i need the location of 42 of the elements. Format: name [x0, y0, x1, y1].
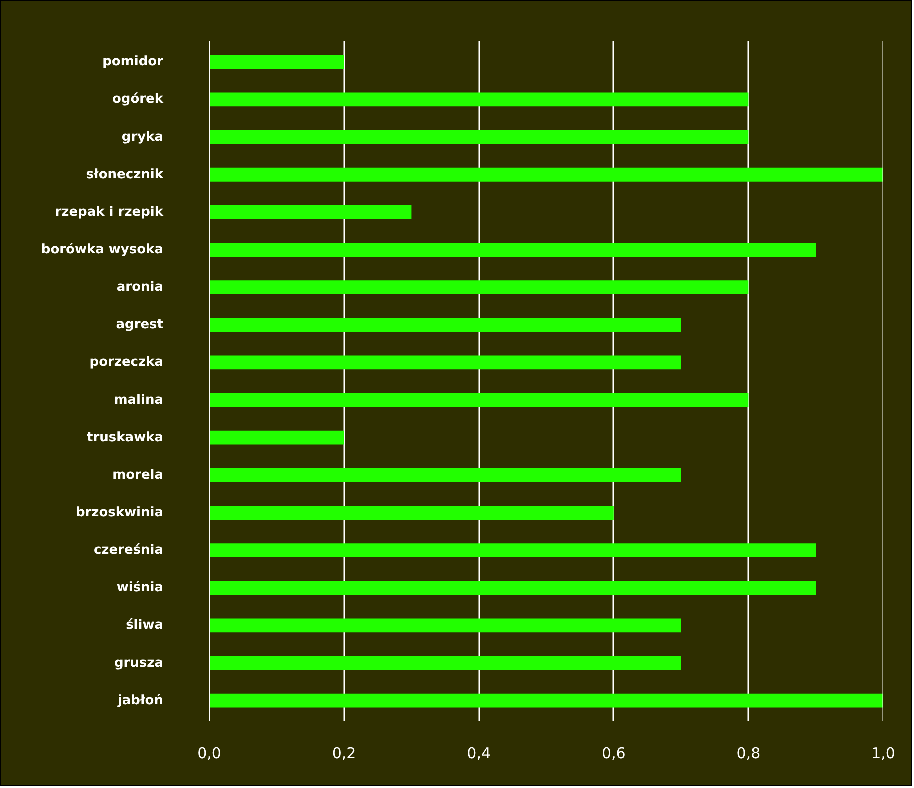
x-tick-label: 0,4	[467, 744, 492, 762]
bar	[210, 130, 749, 144]
y-tick-label: czereśnia	[94, 543, 164, 558]
x-tick-label: 0,8	[736, 744, 761, 762]
bar	[210, 430, 344, 445]
y-tick-label: truskawka	[87, 430, 164, 446]
y-tick-label: rzepak i rzepik	[55, 204, 164, 220]
y-tick-label: jabłoń	[116, 693, 164, 708]
x-tick-label: 1,0	[872, 744, 896, 762]
y-tick-label: agrest	[116, 318, 164, 333]
bar	[210, 656, 682, 670]
bar	[210, 318, 682, 332]
x-tick-label: 0,6	[602, 744, 626, 762]
x-tick-label: 0,0	[198, 744, 222, 762]
bar	[210, 280, 749, 295]
bar	[210, 581, 816, 596]
bar	[210, 243, 816, 257]
bar	[210, 356, 682, 370]
y-tick-label: aronia	[116, 280, 164, 296]
bar	[210, 393, 749, 408]
y-tick-label: ogórek	[112, 92, 164, 108]
y-tick-label: malina	[114, 392, 164, 408]
bar	[210, 468, 682, 482]
y-tick-label: pomidor	[102, 54, 164, 70]
y-tick-label: grusza	[114, 656, 164, 671]
bar	[210, 544, 816, 558]
bar	[210, 168, 884, 182]
y-tick-label: wiśnia	[116, 580, 164, 596]
y-tick-label: porzeczka	[90, 355, 164, 370]
bar	[210, 618, 682, 633]
y-tick-label: borówka wysoka	[41, 242, 164, 258]
y-tick-label: gryka	[122, 130, 164, 145]
bar	[210, 506, 614, 520]
bar	[210, 92, 749, 107]
x-tick-label: 0,2	[332, 744, 356, 762]
bar	[210, 55, 344, 70]
y-tick-label: słonecznik	[86, 167, 164, 182]
bar	[210, 694, 884, 708]
bar	[210, 205, 412, 220]
y-tick-label: morela	[112, 468, 164, 483]
y-tick-label: śliwa	[126, 618, 164, 634]
y-tick-label: brzoskwinia	[76, 505, 164, 520]
